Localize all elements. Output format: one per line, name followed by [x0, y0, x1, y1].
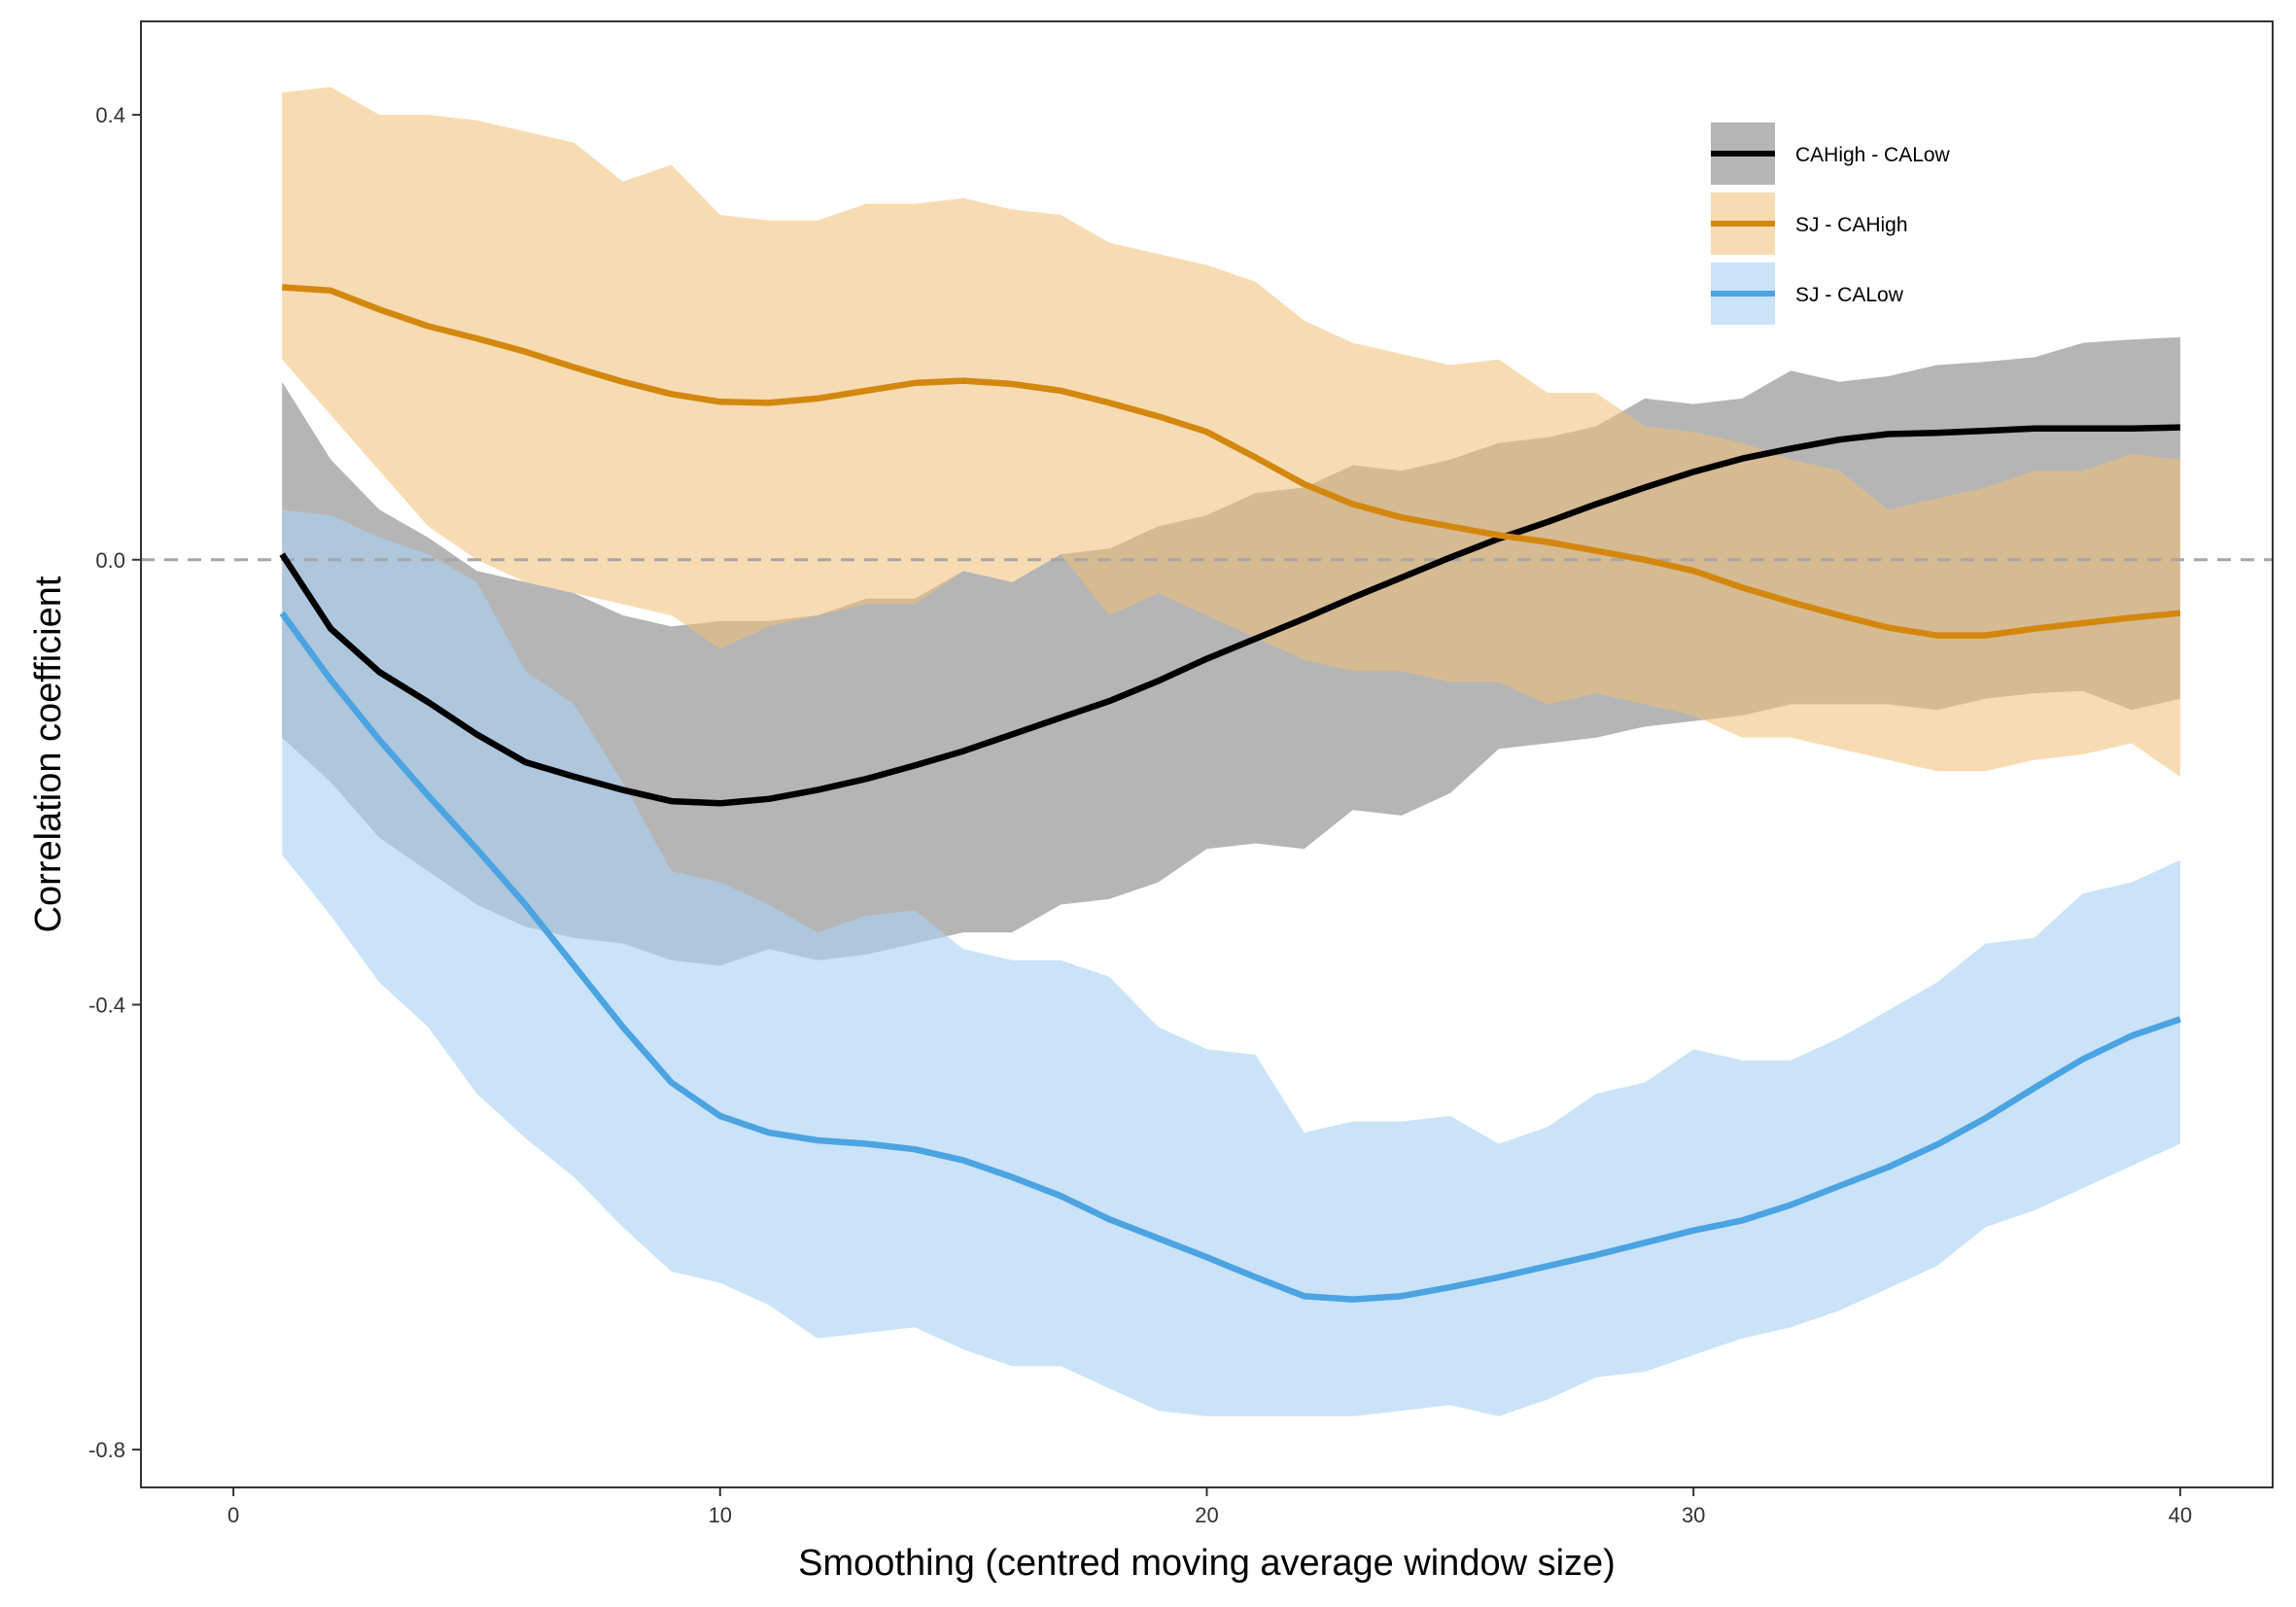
legend-label: SJ - CALow — [1795, 284, 1904, 306]
line-series-2 — [281, 284, 2181, 639]
y-tick-label: 0.0 — [95, 548, 125, 573]
series-lines — [279, 284, 2181, 1303]
y-axis: -0.8 -0.4 0.0 0.4 — [88, 103, 141, 1462]
x-tick-label: 10 — [709, 1503, 732, 1527]
y-tick-label: -0.8 — [88, 1438, 125, 1462]
line-series-1 — [279, 424, 2180, 807]
x-tick-label: 0 — [227, 1503, 239, 1527]
y-axis-title: Correlation coefficient — [28, 576, 69, 932]
x-axis: 0 10 20 30 40 — [227, 1487, 2192, 1527]
x-tick-label: 20 — [1195, 1503, 1218, 1527]
line-series-3 — [279, 611, 2181, 1303]
legend-label: CAHigh - CALow — [1795, 144, 1951, 166]
y-tick-label: -0.4 — [88, 993, 125, 1017]
x-tick-label: 30 — [1682, 1503, 1705, 1527]
x-axis-title: Smoothing (centred moving average window… — [798, 1543, 1616, 1584]
band-series-2 — [282, 87, 2180, 777]
x-tick-label: 40 — [2169, 1503, 2192, 1527]
y-tick-label: 0.4 — [95, 103, 125, 127]
legend-label: SJ - CAHigh — [1795, 214, 1908, 236]
legend: CAHigh - CALow SJ - CAHigh SJ - CALow — [1711, 122, 1951, 325]
band-series-3 — [282, 509, 2180, 1416]
